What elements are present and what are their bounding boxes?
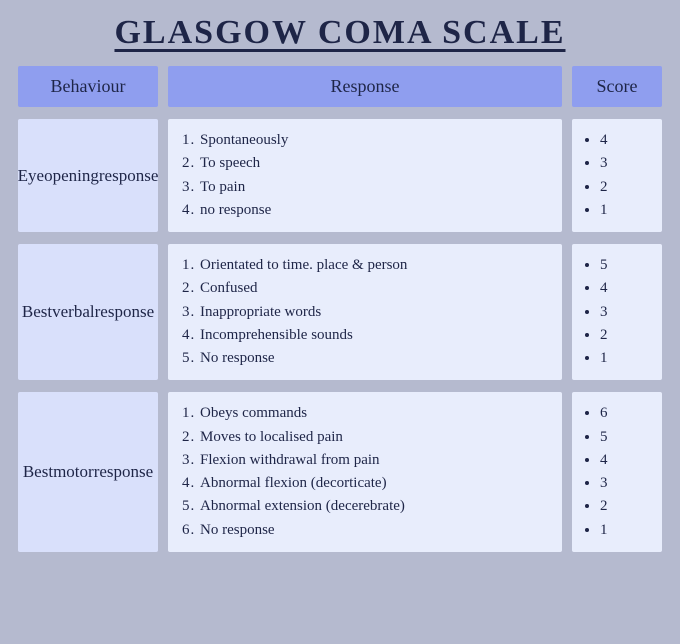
response-item: No response	[182, 347, 548, 370]
response-cell: SpontaneouslyTo speechTo painno response	[168, 119, 562, 232]
score-item: 3	[600, 301, 648, 324]
response-item: Confused	[182, 277, 548, 300]
response-item: Obeys commands	[182, 402, 548, 425]
sections-container: EyeopeningresponseSpontaneouslyTo speech…	[18, 119, 662, 552]
page-title: GLASGOW COMA SCALE	[18, 14, 662, 52]
response-item: To pain	[182, 176, 548, 199]
response-item: Moves to localised pain	[182, 426, 548, 449]
score-item: 2	[600, 324, 648, 347]
score-item: 3	[600, 152, 648, 175]
response-item: Flexion withdrawal from pain	[182, 449, 548, 472]
response-item: no response	[182, 199, 548, 222]
score-item: 1	[600, 199, 648, 222]
score-cell: 4321	[572, 119, 662, 232]
score-item: 5	[600, 254, 648, 277]
header-response: Response	[168, 66, 562, 107]
header-score: Score	[572, 66, 662, 107]
score-cell: 54321	[572, 244, 662, 380]
score-item: 5	[600, 426, 648, 449]
response-cell: Orientated to time. place & personConfus…	[168, 244, 562, 380]
response-item: Abnormal extension (decerebrate)	[182, 495, 548, 518]
score-item: 4	[600, 449, 648, 472]
score-item: 4	[600, 129, 648, 152]
score-item: 1	[600, 347, 648, 370]
response-item: Abnormal flexion (decorticate)	[182, 472, 548, 495]
table-row: BestmotorresponseObeys commandsMoves to …	[18, 392, 662, 552]
score-cell: 654321	[572, 392, 662, 552]
response-item: To speech	[182, 152, 548, 175]
header-behaviour: Behaviour	[18, 66, 158, 107]
response-item: No response	[182, 519, 548, 542]
response-item: Incomprehensible sounds	[182, 324, 548, 347]
score-item: 4	[600, 277, 648, 300]
behaviour-cell: Bestmotorresponse	[18, 392, 158, 552]
score-item: 2	[600, 176, 648, 199]
response-item: Inappropriate words	[182, 301, 548, 324]
response-item: Spontaneously	[182, 129, 548, 152]
score-item: 1	[600, 519, 648, 542]
table-row: EyeopeningresponseSpontaneouslyTo speech…	[18, 119, 662, 232]
gcs-infographic: GLASGOW COMA SCALE Behaviour Response Sc…	[0, 0, 680, 582]
column-headers: Behaviour Response Score	[18, 66, 662, 107]
behaviour-cell: Bestverbalresponse	[18, 244, 158, 380]
score-item: 6	[600, 402, 648, 425]
response-item: Orientated to time. place & person	[182, 254, 548, 277]
score-item: 2	[600, 495, 648, 518]
score-item: 3	[600, 472, 648, 495]
response-cell: Obeys commandsMoves to localised painFle…	[168, 392, 562, 552]
table-row: BestverbalresponseOrientated to time. pl…	[18, 244, 662, 380]
behaviour-cell: Eyeopeningresponse	[18, 119, 158, 232]
